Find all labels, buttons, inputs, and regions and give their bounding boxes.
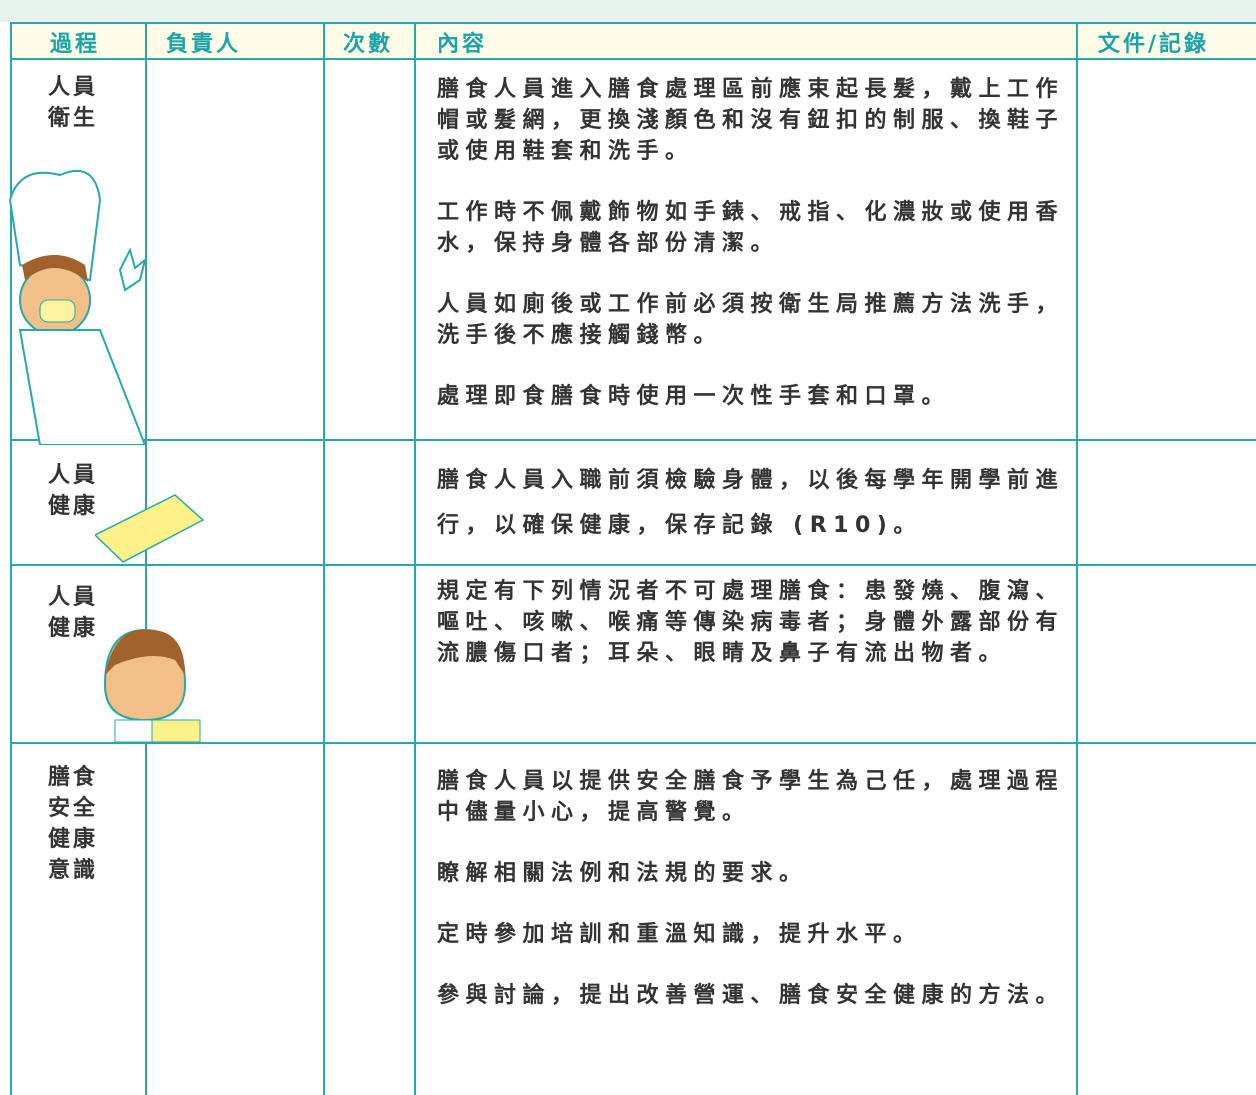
paper-illustration bbox=[95, 494, 205, 563]
col-line bbox=[414, 22, 416, 1095]
col-line bbox=[10, 22, 12, 1095]
header: 內容 bbox=[437, 32, 488, 57]
row-line bbox=[10, 439, 1256, 441]
content: 膳食人員入職前須檢驗身體，以後每學年開學前進行，以確保健康，保存記錄 (R10)… bbox=[437, 458, 1079, 578]
header: 次數 bbox=[343, 32, 394, 57]
paragraph: 人員如廁後或工作前必須按衛生局推薦方法洗手，洗手後不應接觸錢幣。 bbox=[437, 292, 1065, 348]
content: 膳食人員以提供安全膳食予學生為己任，處理過程中儘量小心，提高警覺。瞭解相關法例和… bbox=[437, 766, 1079, 1041]
paragraph: 瞭解相關法例和法規的要求。 bbox=[437, 861, 808, 886]
paragraph: 參與討論，提出改善營運、膳食安全健康的方法。 bbox=[437, 983, 1065, 1008]
process: 人員健康 bbox=[48, 463, 99, 519]
paragraph: 工作時不佩戴飾物如手錶、戒指、化濃妝或使用香水，保持身體各部份清潔。 bbox=[437, 200, 1065, 256]
paragraph: 膳食人員入職前須檢驗身體，以後每學年開學前進行，以確保健康，保存記錄 (R10)… bbox=[437, 468, 1065, 538]
header: 文件/記錄 bbox=[1098, 32, 1210, 57]
paragraph: 處理即食膳食時使用一次性手套和口罩。 bbox=[437, 384, 951, 409]
chef-illustration bbox=[8, 170, 147, 445]
header: 負責人 bbox=[166, 32, 242, 57]
paragraph: 膳食人員以提供安全膳食予學生為己任，處理過程中儘量小心，提高警覺。 bbox=[437, 769, 1065, 825]
header: 過程 bbox=[50, 32, 101, 57]
sick-kid-illustration bbox=[103, 628, 201, 743]
content: 規定有下列情況者不可處理膳食：患發燒、腹瀉、嘔吐、咳嗽、喉痛等傳染病毒者；身體外… bbox=[437, 576, 1079, 699]
paragraph: 定時參加培訓和重溫知識，提升水平。 bbox=[437, 922, 922, 947]
paragraph: 膳食人員進入膳食處理區前應束起長髮，戴上工作帽或髮網，更換淺顏色和沒有鈕扣的制服… bbox=[437, 77, 1065, 164]
row-line bbox=[10, 564, 1256, 566]
header-row bbox=[10, 22, 1256, 60]
col-line bbox=[145, 22, 147, 1095]
paragraph: 規定有下列情況者不可處理膳食：患發燒、腹瀉、嘔吐、咳嗽、喉痛等傳染病毒者；身體外… bbox=[437, 579, 1065, 666]
process: 膳食安全健康意識 bbox=[48, 765, 99, 883]
row-line bbox=[10, 742, 1256, 744]
process: 人員衛生 bbox=[48, 75, 99, 131]
content: 膳食人員進入膳食處理區前應束起長髮，戴上工作帽或髮網，更換淺顏色和沒有鈕扣的制服… bbox=[437, 74, 1079, 442]
process: 人員健康 bbox=[48, 585, 99, 641]
top-strip bbox=[0, 0, 1256, 22]
col-line bbox=[323, 22, 325, 1095]
col-line bbox=[1076, 22, 1078, 1095]
